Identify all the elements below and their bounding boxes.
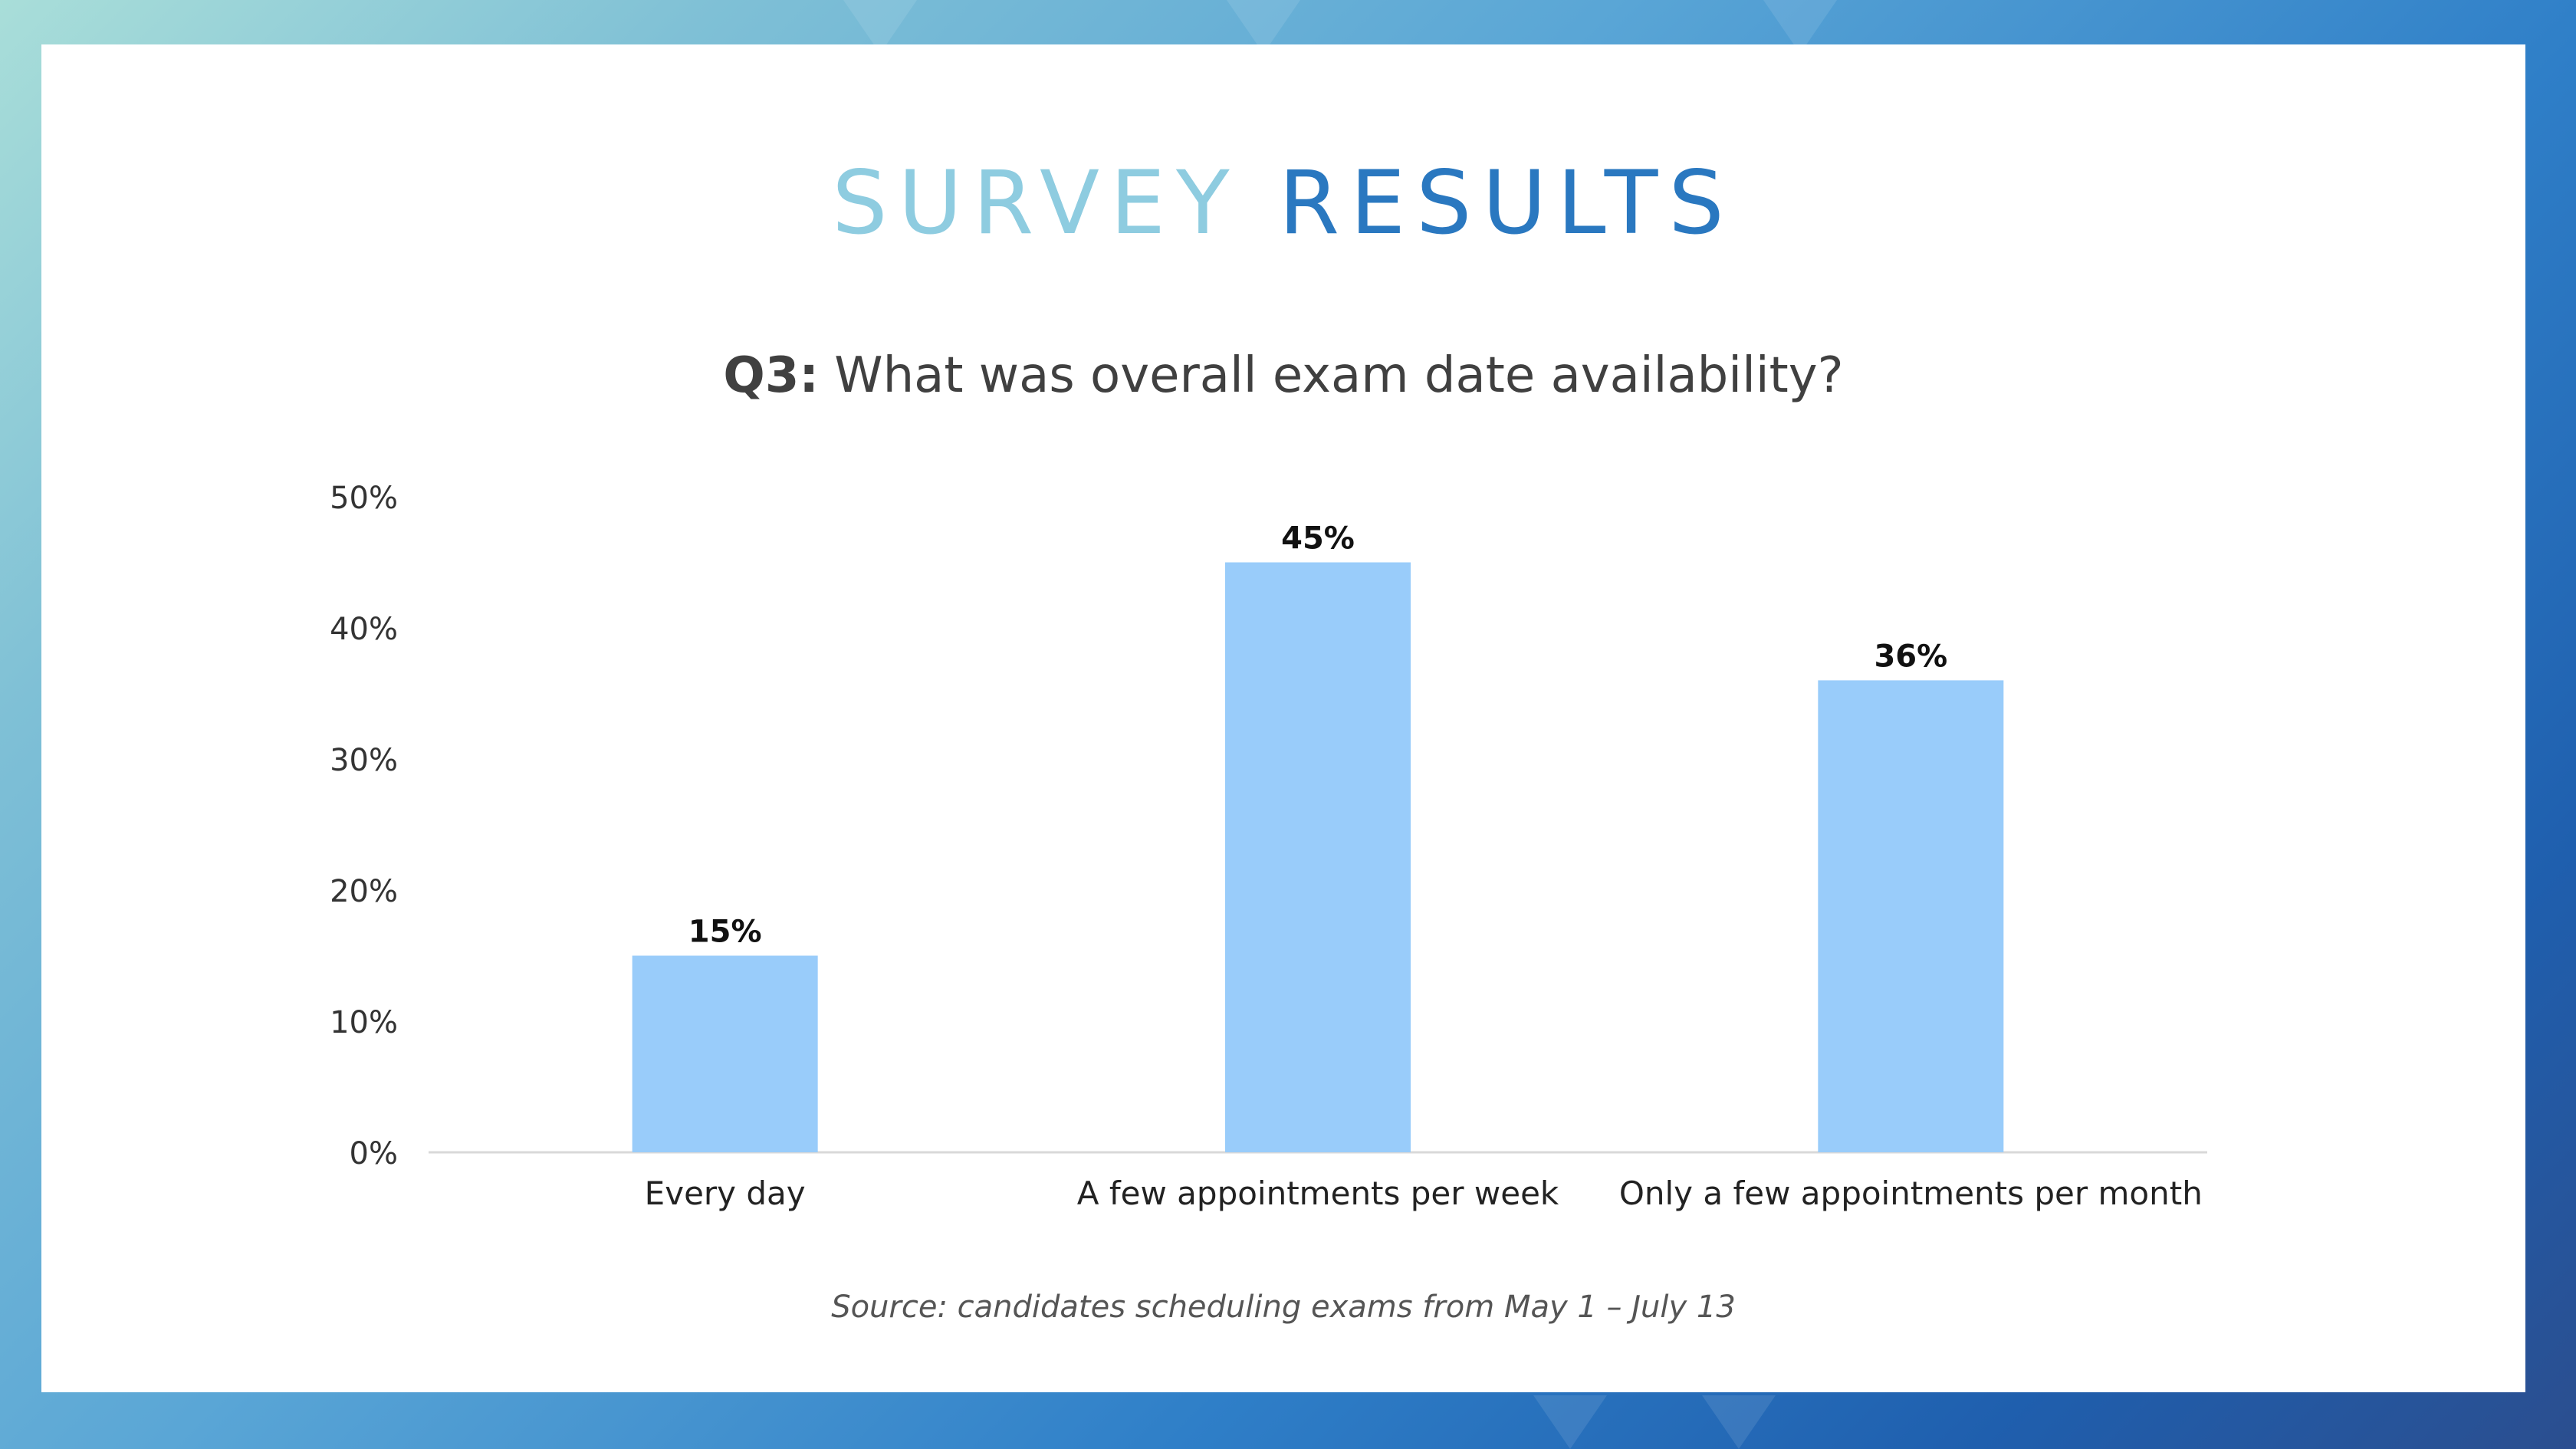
bars (632, 562, 2004, 1152)
y-tick-label: 0% (350, 1136, 398, 1171)
bar (1225, 562, 1411, 1152)
question-text: What was overall exam date availability? (834, 347, 1844, 404)
data-label: 15% (688, 915, 762, 950)
x-tick-label: Only a few appointments per month (1619, 1175, 2203, 1212)
slide-title: SURVEY RESULTS (41, 159, 2525, 247)
bar-chart: 0% 10% 20% 30% 40% 50% 15% 45% 36% Every day A f… (330, 481, 2207, 1212)
x-tick-label: A few appointments per week (1077, 1175, 1559, 1212)
slide-title-part1: SURVEY (832, 152, 1240, 254)
x-tick-label: Every day (645, 1175, 806, 1212)
y-tick-label: 40% (330, 612, 398, 647)
data-label: 45% (1281, 521, 1355, 557)
slide-title-part2: RESULTS (1278, 152, 1735, 254)
question-number: Q3: (723, 347, 819, 404)
bar (1818, 680, 2004, 1152)
y-tick-label: 20% (330, 874, 398, 909)
data-label: 36% (1874, 639, 1947, 674)
source-note: Source: candidates scheduling exams from… (831, 1290, 1736, 1325)
y-axis: 0% 10% 20% 30% 40% 50% (330, 481, 398, 1171)
slide: SURVEY RESULTS Q3: What was overall exam… (41, 44, 2525, 1392)
y-tick-label: 10% (330, 1005, 398, 1040)
question-title: Q3: What was overall exam date availabil… (41, 351, 2525, 400)
data-labels: 15% 45% 36% (688, 521, 1947, 950)
y-tick-label: 50% (330, 481, 398, 516)
y-tick-label: 30% (330, 743, 398, 778)
x-axis: Every day A few appointments per week Only… (645, 1175, 2203, 1212)
bar (632, 955, 818, 1152)
